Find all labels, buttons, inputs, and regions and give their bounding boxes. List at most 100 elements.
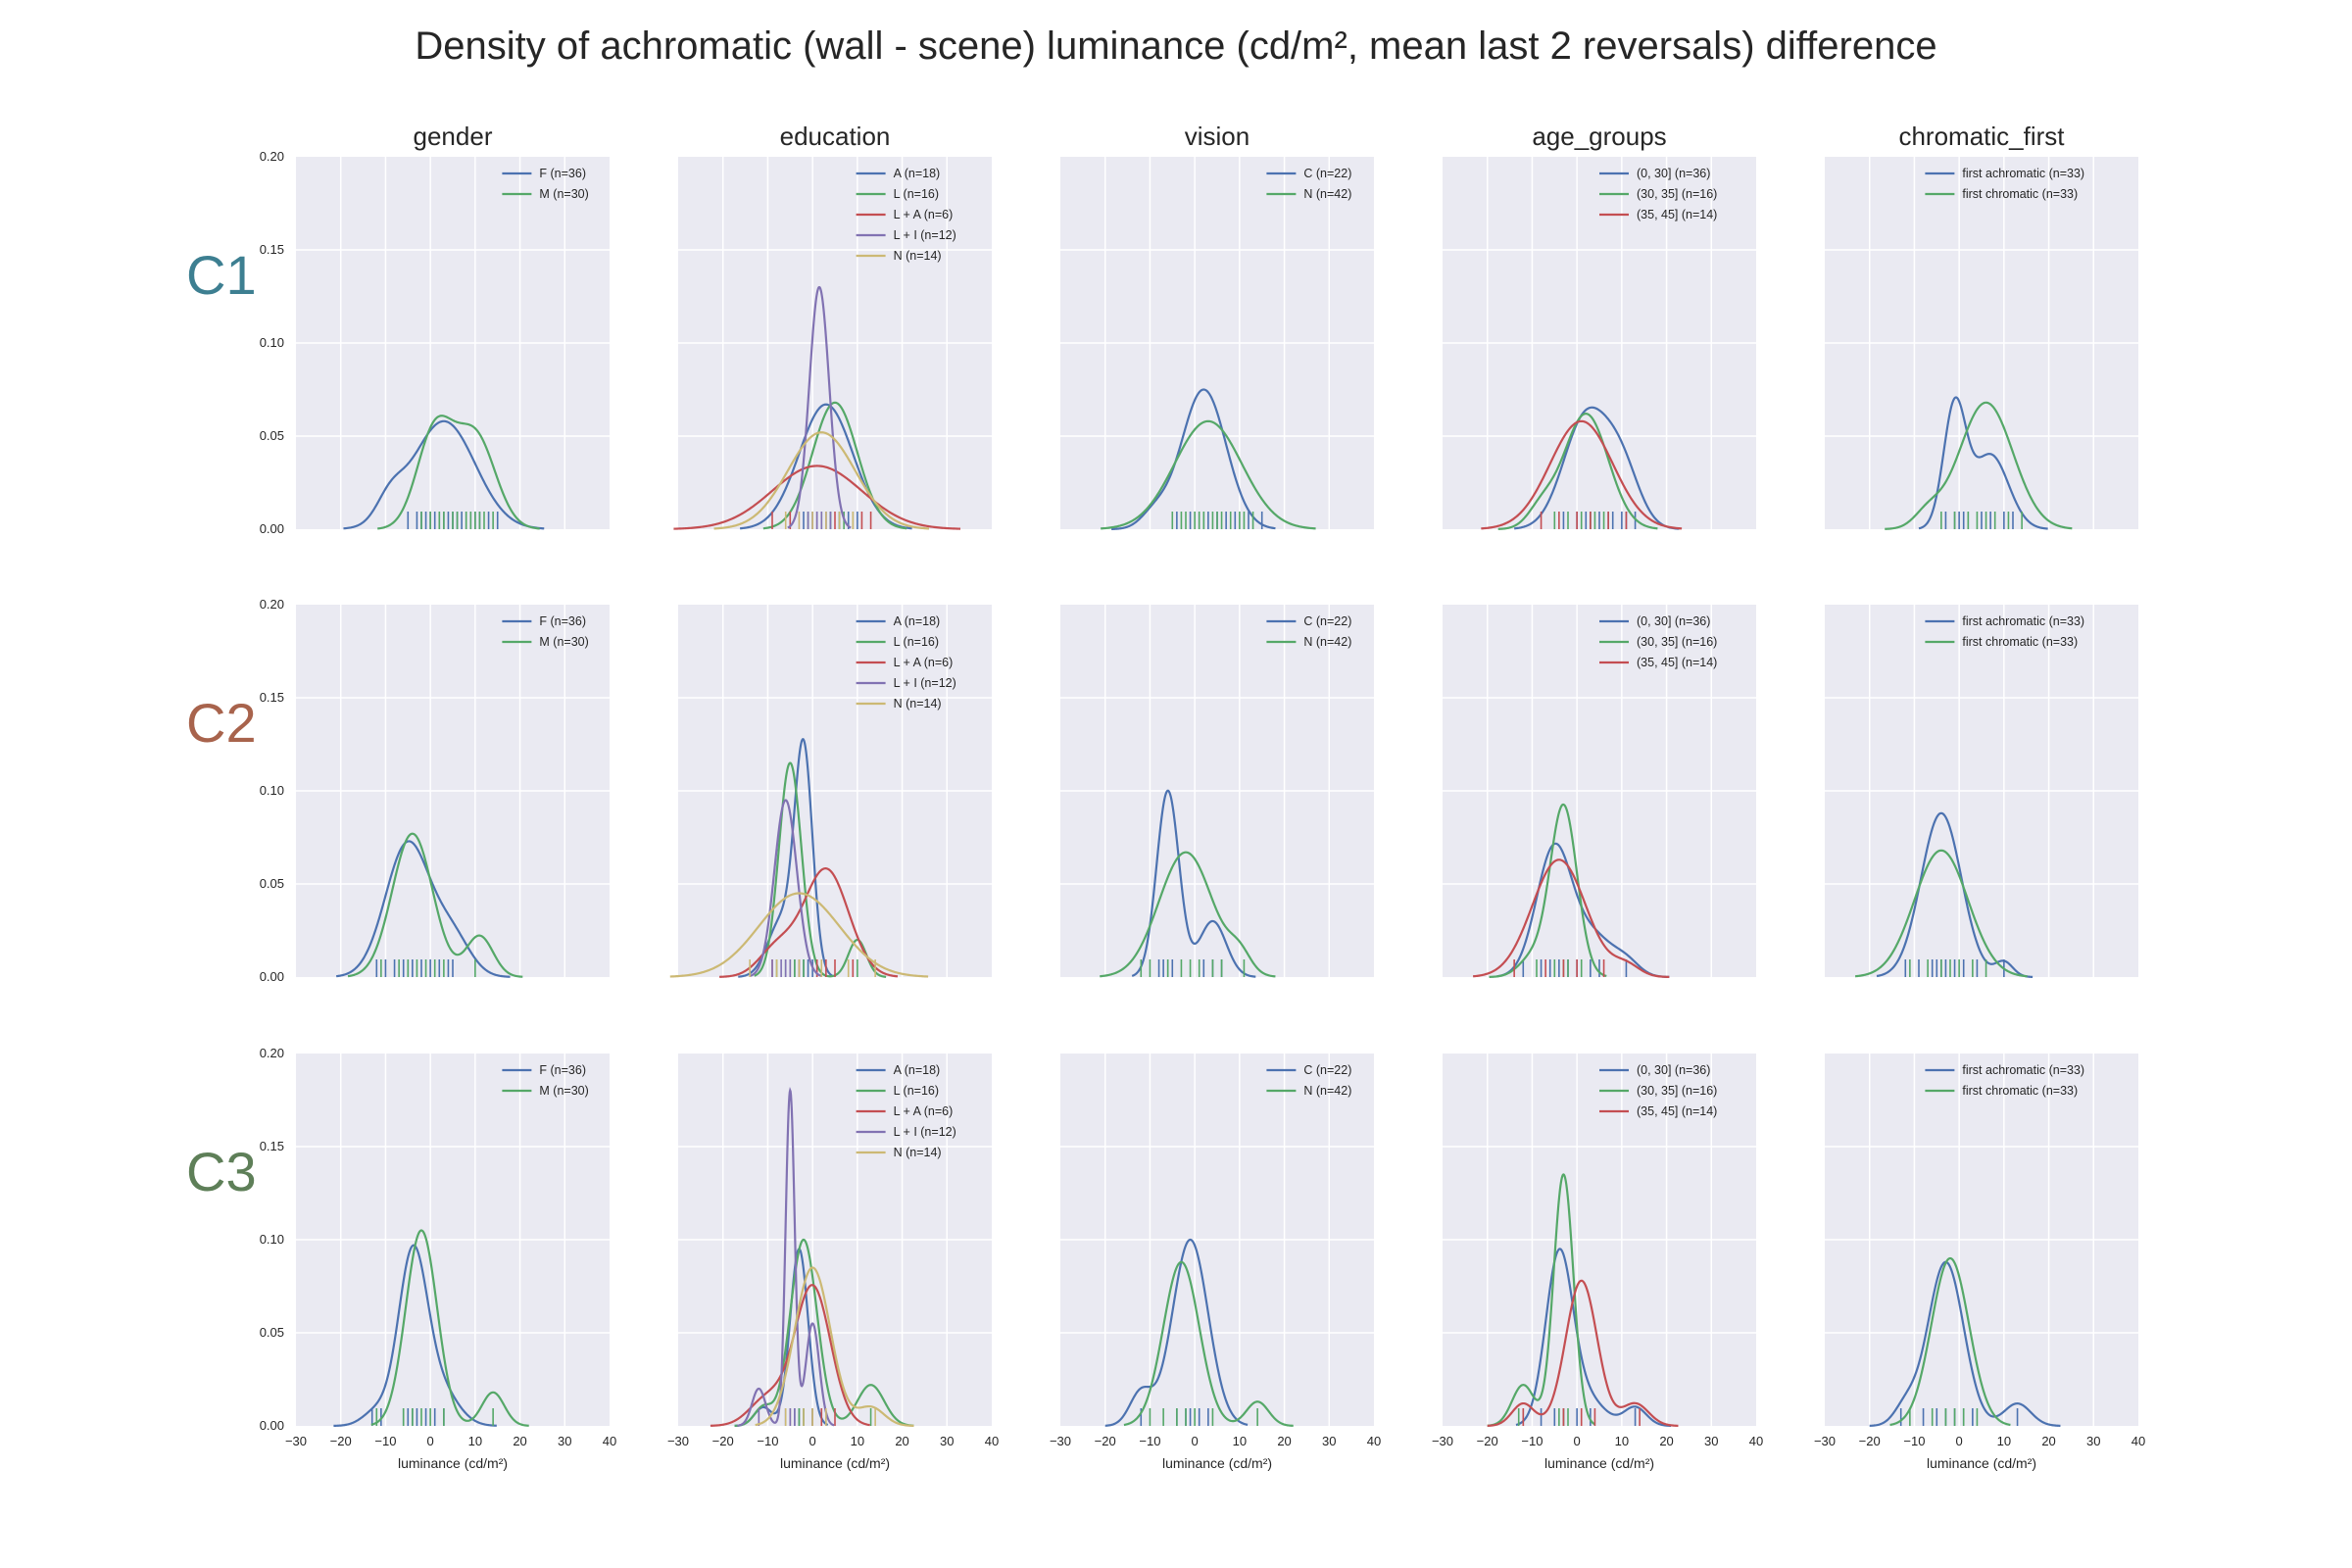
x-axis-label: luminance (cd/m²) bbox=[398, 1455, 508, 1471]
legend-label: (0, 30] (n=36) bbox=[1637, 1063, 1710, 1077]
x-tick-label: 30 bbox=[558, 1434, 571, 1448]
y-tick-label: 0.10 bbox=[260, 335, 284, 350]
x-tick-label: 0 bbox=[1956, 1434, 1963, 1448]
legend-label: (30, 35] (n=16) bbox=[1637, 1084, 1717, 1098]
density-curve bbox=[1497, 413, 1658, 530]
x-tick-label: −10 bbox=[1521, 1434, 1543, 1448]
x-tick-label: 40 bbox=[603, 1434, 616, 1448]
density-curve bbox=[343, 419, 545, 530]
panel-c2-education: A (n=18) L (n=16) L + A (n=6) L + I (n=12) N… bbox=[669, 605, 992, 978]
density-curve bbox=[1100, 851, 1276, 978]
x-tick-label: 0 bbox=[427, 1434, 434, 1448]
legend-label: A (n=18) bbox=[894, 614, 941, 628]
x-tick-label: 30 bbox=[1322, 1434, 1336, 1448]
density-curve bbox=[737, 1087, 835, 1427]
legend-label: C (n=22) bbox=[1303, 614, 1351, 628]
density-curve bbox=[347, 832, 523, 978]
legend-label: first chromatic (n=33) bbox=[1962, 1084, 2078, 1098]
legend-label: M (n=30) bbox=[539, 1084, 588, 1098]
density-curve bbox=[1131, 789, 1256, 978]
legend-label: first achromatic (n=33) bbox=[1962, 614, 2084, 628]
x-axis-label: luminance (cd/m²) bbox=[1927, 1455, 2036, 1471]
y-tick-label: 0.20 bbox=[260, 1046, 284, 1060]
density-curve bbox=[755, 1266, 914, 1427]
density-curve bbox=[762, 401, 907, 530]
density-curve bbox=[1876, 811, 2034, 978]
x-tick-label: 10 bbox=[851, 1434, 864, 1448]
density-curve bbox=[1111, 388, 1276, 530]
x-tick-label: −20 bbox=[1095, 1434, 1116, 1448]
panel-c1-vision: C (n=22) N (n=42) bbox=[1060, 157, 1374, 530]
x-axis-label: luminance (cd/m²) bbox=[780, 1455, 890, 1471]
legend-label: A (n=18) bbox=[894, 1063, 941, 1077]
x-tick-label: 30 bbox=[940, 1434, 954, 1448]
panel-c3-age_groups: −30 −20 −10 0 10 20 30 40 luminance (cd/m²) (0, 3… bbox=[1432, 1054, 1763, 1471]
panel-c1-age_groups: (0, 30] (n=36) (30, 35] (n=16) (35, 45] (n… bbox=[1443, 157, 1756, 530]
y-tick-label: 0.20 bbox=[260, 149, 284, 164]
x-tick-label: 30 bbox=[2086, 1434, 2100, 1448]
legend-label: C (n=22) bbox=[1303, 1063, 1351, 1077]
density-curve bbox=[1104, 1238, 1249, 1427]
legend-label: first chromatic (n=33) bbox=[1962, 635, 2078, 649]
y-tick-label: 0.20 bbox=[260, 597, 284, 612]
x-tick-label: 20 bbox=[513, 1434, 526, 1448]
x-tick-label: −30 bbox=[1432, 1434, 1453, 1448]
legend-label: L (n=16) bbox=[894, 1084, 939, 1098]
panel-c3-vision: −30 −20 −10 0 10 20 30 40 luminance (cd/m²) C (n=… bbox=[1050, 1054, 1381, 1471]
y-tick-label: 0.15 bbox=[260, 690, 284, 705]
row-label-c1: C1 bbox=[186, 244, 257, 306]
density-curve bbox=[749, 799, 822, 977]
panel-c2-vision: C (n=22) N (n=42) bbox=[1060, 605, 1374, 978]
panel-c1-chromatic_first: first achromatic (n=33) first chromatic (… bbox=[1825, 157, 2138, 530]
x-tick-label: 10 bbox=[1997, 1434, 2011, 1448]
density-curve bbox=[669, 892, 929, 978]
column-title-vision: vision bbox=[1185, 122, 1250, 151]
panel-c3-education: −30 −20 −10 0 10 20 30 40 luminance (cd/m²) A (n=… bbox=[667, 1054, 999, 1471]
x-axis-label: luminance (cd/m²) bbox=[1544, 1455, 1654, 1471]
column-title-education: education bbox=[780, 122, 891, 151]
legend-label: M (n=30) bbox=[539, 187, 588, 201]
legend-label: L + A (n=6) bbox=[894, 1104, 954, 1118]
density-curve bbox=[1487, 1279, 1679, 1427]
legend-label: L (n=16) bbox=[894, 187, 939, 201]
legend-label: (35, 45] (n=14) bbox=[1637, 1104, 1717, 1118]
density-curve bbox=[1918, 396, 2048, 530]
x-tick-label: −20 bbox=[1859, 1434, 1881, 1448]
panel-c3-chromatic_first: −30 −20 −10 0 10 20 30 40 luminance (cd/m²) first… bbox=[1814, 1054, 2145, 1471]
y-tick-label: 0.00 bbox=[260, 969, 284, 984]
legend-label: M (n=30) bbox=[539, 635, 588, 649]
density-curve bbox=[738, 738, 833, 978]
legend-label: N (n=14) bbox=[894, 249, 942, 263]
x-tick-label: −20 bbox=[330, 1434, 352, 1448]
y-tick-label: 0.05 bbox=[260, 428, 284, 443]
legend-label: first achromatic (n=33) bbox=[1962, 167, 2084, 180]
density-curve bbox=[1487, 1173, 1596, 1427]
x-tick-label: 30 bbox=[1704, 1434, 1718, 1448]
y-tick-label: 0.15 bbox=[260, 1139, 284, 1153]
legend-label: (35, 45] (n=14) bbox=[1637, 656, 1717, 669]
legend-label: L (n=16) bbox=[894, 635, 939, 649]
density-curve bbox=[1481, 419, 1683, 530]
legend-label: L + A (n=6) bbox=[894, 656, 954, 669]
column-title-gender: gender bbox=[414, 122, 493, 151]
density-curve bbox=[754, 761, 887, 978]
x-tick-label: 40 bbox=[1749, 1434, 1763, 1448]
panel-c2-gender: 0.00 0.05 0.10 0.15 0.20 F (n=36) M (n=30) bbox=[260, 597, 610, 984]
density-curve bbox=[673, 465, 961, 530]
y-tick-label: 0.05 bbox=[260, 876, 284, 891]
y-tick-label: 0.05 bbox=[260, 1325, 284, 1340]
density-curve bbox=[370, 1229, 529, 1427]
panel-c2-age_groups: (0, 30] (n=36) (30, 35] (n=16) (35, 45] (n… bbox=[1443, 605, 1756, 979]
y-tick-label: 0.15 bbox=[260, 242, 284, 257]
x-axis-label: luminance (cd/m²) bbox=[1162, 1455, 1272, 1471]
density-curve bbox=[787, 285, 852, 529]
x-tick-label: −30 bbox=[1814, 1434, 1836, 1448]
x-tick-label: −10 bbox=[1139, 1434, 1160, 1448]
legend-label: N (n=42) bbox=[1303, 635, 1351, 649]
panel-c3-gender: 0.00 0.05 0.10 0.15 0.20 −30 −20 −10 0 10 20 30 40 lu… bbox=[260, 1046, 617, 1471]
density-curve bbox=[377, 415, 540, 530]
density-curve bbox=[1496, 842, 1670, 978]
x-tick-label: −10 bbox=[1903, 1434, 1925, 1448]
legend-label: L + I (n=12) bbox=[894, 676, 956, 690]
density-curve bbox=[1854, 849, 2028, 978]
